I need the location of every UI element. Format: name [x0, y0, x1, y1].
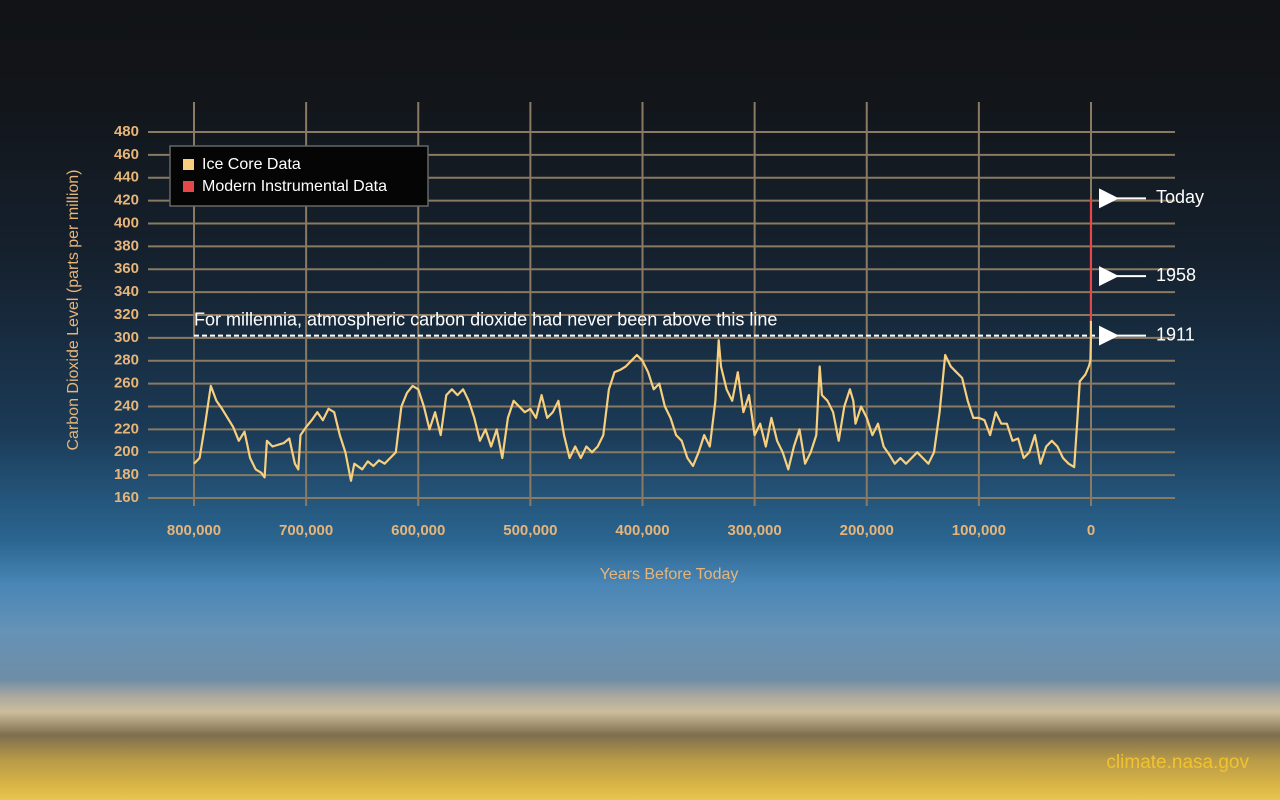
legend-box: [169, 145, 429, 207]
x-tick-label: 200,000: [840, 522, 894, 539]
reference-label: For millennia, atmospheric carbon dioxid…: [194, 309, 777, 329]
x-tick-label: 800,000: [167, 522, 221, 539]
y-tick-label: 320: [114, 306, 139, 323]
data-line: [193, 320, 1092, 482]
y-tick-label: 460: [114, 146, 139, 163]
legend-label: Ice Core Data: [202, 156, 301, 173]
y-tick-label: 420: [114, 192, 139, 209]
y-tick-label: 380: [114, 237, 139, 254]
y-axis-title: Carbon Dioxide Level (parts per million): [65, 169, 82, 450]
y-tick-label: 220: [114, 420, 139, 437]
y-tick-label: 480: [114, 123, 139, 140]
x-tick-label: 600,000: [391, 522, 445, 539]
x-tick-label: 0: [1087, 522, 1095, 539]
annotation-label: 1958: [1156, 265, 1196, 285]
x-tick-label: 700,000: [279, 522, 333, 539]
x-tick-label: 100,000: [952, 522, 1006, 539]
y-tick-label: 300: [114, 329, 139, 346]
y-tick-label: 260: [114, 375, 139, 392]
legend-label: Modern Instrumental Data: [202, 178, 387, 195]
y-tick-label: 240: [114, 397, 139, 414]
x-tick-label: 300,000: [728, 522, 782, 539]
source: climate.nasa.gov: [1106, 752, 1249, 773]
legend-swatch: [183, 159, 194, 170]
y-tick-label: 440: [114, 169, 139, 186]
legend-swatch: [183, 181, 194, 192]
y-tick-label: 340: [114, 283, 139, 300]
y-tick-label: 280: [114, 352, 139, 369]
y-tick-label: 360: [114, 260, 139, 277]
y-tick-label: 400: [114, 214, 139, 231]
y-tick-label: 200: [114, 443, 139, 460]
x-tick-label: 400,000: [615, 522, 669, 539]
x-axis-title: Years Before Today: [600, 566, 739, 583]
y-tick-label: 180: [114, 466, 139, 483]
annotation-label: 1911: [1156, 324, 1195, 344]
y-tick-label: 160: [114, 489, 139, 506]
annotation-label: Today: [1156, 187, 1204, 207]
x-tick-label: 500,000: [503, 522, 557, 539]
